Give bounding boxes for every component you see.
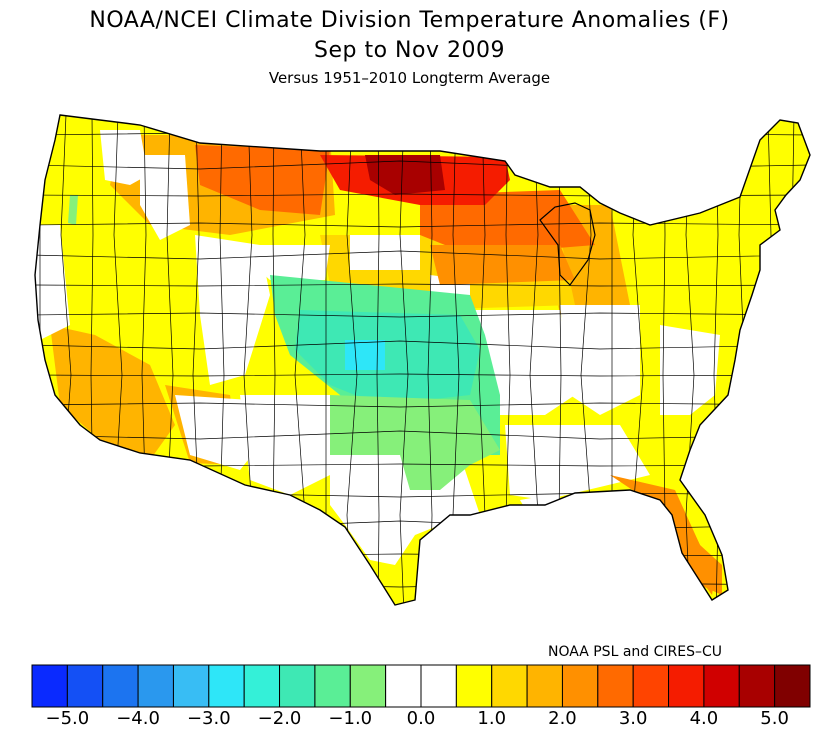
near-normal-region-2 [140,155,190,240]
anomaly-region-montana-north-1 [420,190,595,255]
color-scale-swatch [632,664,670,708]
anomaly-region-montana-north [195,145,330,215]
color-scale-swatch [31,664,68,708]
color-scale-ticks: −5.0 −4.0 −3.0 −2.0 −1.0 0.0 1.0 2.0 3.0 4.0 5.0 [0,708,819,738]
division-boundary-line [35,430,810,440]
division-boundary-line [35,222,810,228]
color-scale-swatch [774,664,811,708]
color-scale-swatch [243,664,281,708]
color-scale-tick-label: −5.0 [45,708,90,729]
color-scale-swatch [279,664,316,708]
near-normal-region-3 [195,235,270,385]
near-normal-region-0 [35,225,70,340]
color-scale-tick-label: 0.0 [406,708,436,729]
near-normal-region-4 [230,245,330,280]
color-scale-swatch [208,664,245,708]
color-scale-tick-label: −2.0 [257,708,302,729]
us-climate-division-map [30,114,811,619]
credit-text: NOAA PSL and CIRES–CU [548,644,722,660]
anomaly-region-western-kansas-core [345,340,385,370]
color-scale-swatch [491,664,528,708]
anomaly-region-washington-cascade [68,195,78,225]
michigan-outline [539,202,596,286]
division-boundary-line [399,115,409,605]
division-boundary-line [35,340,810,350]
map-title: NOAA/NCEI Climate Division Temperature A… [89,8,730,33]
division-boundary-line [35,402,810,408]
color-scale-swatch [102,664,139,708]
division-boundary-line [35,283,810,287]
near-normal-region-10 [560,305,640,415]
color-scale-swatch [738,664,776,708]
anomaly-region-kansas-nebraska [295,310,480,405]
color-scale-tick-label: −4.0 [116,708,160,729]
color-scale-swatch [455,664,493,708]
color-scale-swatch [172,664,210,708]
division-boundary-line [791,115,797,605]
division-boundary-line [35,582,810,588]
color-scale-swatch [597,664,634,708]
color-scale-tick-label: −3.0 [186,708,231,729]
color-scale-swatch [561,664,599,708]
color-scale-swatch [420,664,457,708]
color-scale-swatch [385,664,422,708]
anomaly-region-upper-great-lakes [430,245,575,285]
color-scale-tick-label: 1.0 [477,708,507,729]
near-normal-region-7 [350,235,420,270]
division-boundary-line [35,373,810,377]
color-scale-swatch [314,664,351,708]
division-boundary-line [376,115,380,605]
near-normal-region-6 [240,395,330,495]
color-scale-tick-label: 3.0 [618,708,648,729]
color-scale-swatch [349,664,387,708]
anomaly-region-northern-plains-max [365,155,445,195]
color-scale-tick-label: 2.0 [548,708,577,729]
color-scale-tick-label: −1.0 [328,708,373,729]
color-scale-swatch [526,664,563,708]
color-scale-swatch [668,664,705,708]
near-normal-region-9 [475,310,575,415]
color-scale-bar [31,664,811,708]
color-scale-swatch [66,664,104,708]
map-period: Sep to Nov 2009 [314,38,505,63]
color-scale-swatch [703,664,740,708]
color-scale-tick-label: 5.0 [760,708,789,729]
color-scale-tick-label: 4.0 [689,708,719,729]
division-boundary-line [35,250,810,260]
map-subtitle: Versus 1951–2010 Longterm Average [268,69,551,87]
anomaly-region-southern-plains [330,395,500,490]
near-normal-region-11 [505,425,650,500]
division-boundary-line [30,611,810,619]
near-normal-region-1 [100,130,148,185]
division-boundary-line [35,312,810,318]
color-scale-swatch [137,664,174,708]
